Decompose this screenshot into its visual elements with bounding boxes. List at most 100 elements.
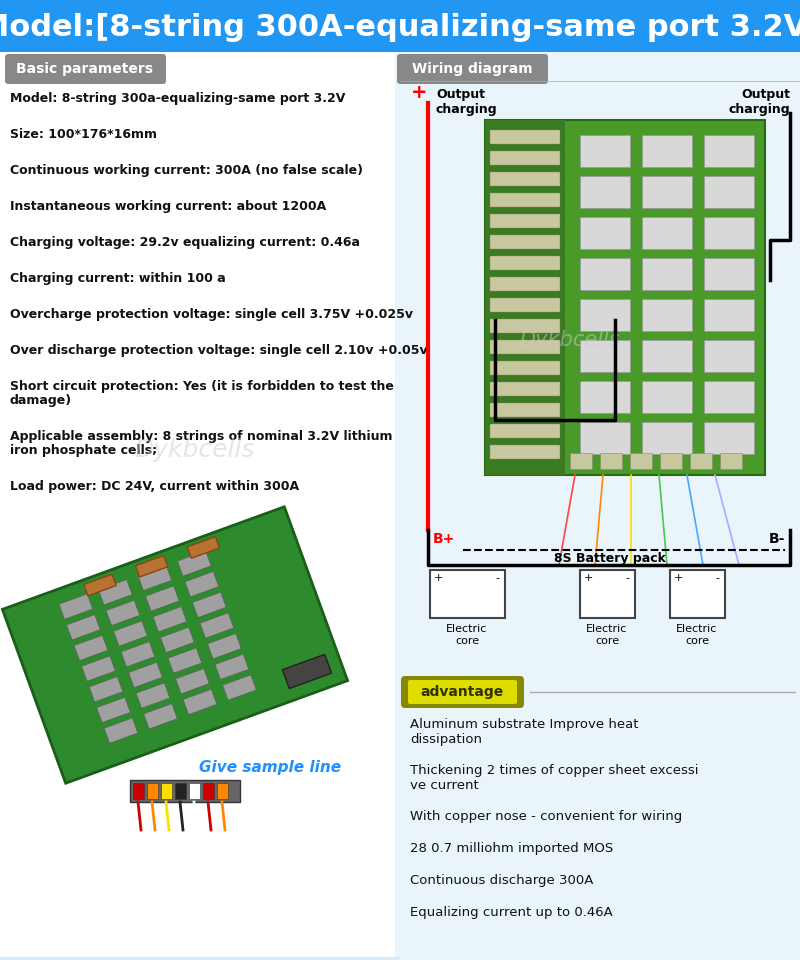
Bar: [490, 214, 560, 228]
Bar: [0, 0, 800, 52]
Polygon shape: [222, 675, 256, 700]
Bar: [490, 361, 560, 375]
Text: Wiring diagram: Wiring diagram: [412, 62, 532, 76]
Text: +: +: [674, 573, 682, 583]
Polygon shape: [183, 689, 217, 714]
Text: 28 0.7 milliohm imported MOS: 28 0.7 milliohm imported MOS: [410, 842, 614, 855]
Bar: [704, 135, 754, 167]
Text: B+: B+: [433, 532, 455, 546]
Text: Equalizing current up to 0.46A: Equalizing current up to 0.46A: [410, 906, 613, 919]
Text: Dykbcells: Dykbcells: [134, 438, 255, 462]
Text: Output
charging: Output charging: [728, 88, 790, 116]
Bar: [130, 780, 240, 802]
Bar: [490, 235, 560, 249]
Bar: [580, 570, 635, 618]
Bar: [0, 52, 395, 957]
Bar: [490, 445, 560, 459]
Text: Electric
core: Electric core: [676, 624, 718, 646]
FancyBboxPatch shape: [401, 676, 524, 708]
Text: +: +: [434, 573, 442, 583]
Bar: [580, 135, 630, 167]
Polygon shape: [136, 683, 170, 708]
Bar: [580, 422, 630, 454]
Text: Size: 100*176*16mm: Size: 100*176*16mm: [10, 128, 157, 141]
Text: Aluminum substrate Improve heat: Aluminum substrate Improve heat: [410, 718, 638, 731]
Bar: [704, 381, 754, 413]
Polygon shape: [176, 668, 210, 694]
Polygon shape: [97, 697, 130, 723]
Text: dissipation: dissipation: [410, 733, 482, 746]
Bar: [161, 783, 172, 799]
Polygon shape: [161, 627, 194, 653]
Text: ve current: ve current: [410, 779, 478, 792]
Polygon shape: [207, 634, 242, 659]
Polygon shape: [74, 636, 108, 660]
Polygon shape: [121, 641, 154, 667]
Bar: [580, 258, 630, 290]
Bar: [133, 783, 144, 799]
Bar: [490, 172, 560, 186]
Bar: [580, 176, 630, 208]
FancyBboxPatch shape: [5, 54, 166, 84]
Bar: [485, 120, 765, 475]
Text: -: -: [495, 573, 499, 583]
Text: 8S Battery pack: 8S Battery pack: [554, 552, 666, 565]
Bar: [580, 381, 630, 413]
Text: damage): damage): [10, 394, 72, 407]
Bar: [490, 319, 560, 333]
Bar: [430, 570, 505, 618]
Text: +: +: [410, 84, 427, 103]
Text: Basic parameters: Basic parameters: [17, 62, 154, 76]
Polygon shape: [129, 662, 162, 687]
Bar: [720, 453, 742, 469]
Text: Electric
core: Electric core: [586, 624, 628, 646]
Bar: [580, 340, 630, 372]
Bar: [660, 453, 682, 469]
Polygon shape: [200, 612, 234, 638]
Bar: [580, 299, 630, 331]
Bar: [189, 783, 200, 799]
Bar: [490, 403, 560, 417]
Polygon shape: [84, 574, 116, 596]
Polygon shape: [59, 594, 93, 619]
Polygon shape: [168, 648, 202, 673]
Bar: [704, 217, 754, 249]
Bar: [490, 193, 560, 207]
Bar: [642, 176, 692, 208]
Polygon shape: [144, 704, 178, 729]
Polygon shape: [82, 656, 115, 682]
Text: Model: 8-string 300a-equalizing-same port 3.2V: Model: 8-string 300a-equalizing-same por…: [10, 92, 346, 105]
Text: -: -: [715, 573, 719, 583]
Bar: [704, 176, 754, 208]
Text: Model:[8-string 300A-equalizing-same port 3.2V]: Model:[8-string 300A-equalizing-same por…: [0, 13, 800, 42]
Text: Charging current: within 100 a: Charging current: within 100 a: [10, 272, 226, 285]
Bar: [490, 151, 560, 165]
Bar: [600, 453, 622, 469]
Polygon shape: [146, 586, 179, 612]
Text: Output
charging: Output charging: [436, 88, 498, 116]
Text: Electric
core: Electric core: [446, 624, 488, 646]
Polygon shape: [106, 600, 140, 626]
Bar: [217, 783, 228, 799]
Text: Instantaneous working current: about 1200A: Instantaneous working current: about 120…: [10, 200, 326, 213]
Bar: [400, 675, 800, 960]
Bar: [642, 135, 692, 167]
Bar: [704, 422, 754, 454]
Text: Charging voltage: 29.2v equalizing current: 0.46a: Charging voltage: 29.2v equalizing curre…: [10, 236, 360, 249]
Polygon shape: [153, 607, 186, 632]
Bar: [704, 258, 754, 290]
Text: -: -: [625, 573, 629, 583]
Text: +: +: [583, 573, 593, 583]
Text: Applicable assembly: 8 strings of nominal 3.2V lithium: Applicable assembly: 8 strings of nomina…: [10, 430, 393, 443]
Text: Overcharge protection voltage: single cell 3.75V +0.025v: Overcharge protection voltage: single ce…: [10, 308, 413, 321]
Polygon shape: [138, 565, 172, 590]
Bar: [642, 340, 692, 372]
FancyBboxPatch shape: [408, 680, 517, 704]
FancyBboxPatch shape: [397, 54, 548, 84]
Bar: [704, 340, 754, 372]
Bar: [570, 453, 592, 469]
Bar: [485, 120, 565, 475]
Bar: [175, 783, 186, 799]
Bar: [490, 382, 560, 396]
Bar: [642, 422, 692, 454]
